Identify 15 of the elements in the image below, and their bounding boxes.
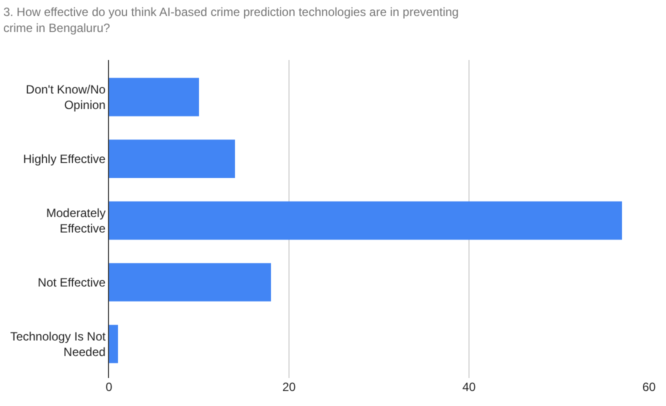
x-tick-label: 60: [642, 380, 656, 394]
y-tick-label: Moderately Effective: [46, 206, 106, 236]
bar: [109, 140, 235, 178]
bar: [109, 324, 118, 364]
y-tick-label: Not Effective: [38, 275, 106, 290]
x-tick-label: 40: [462, 380, 476, 394]
x-tick-label: 20: [282, 380, 296, 394]
y-tick-label: Technology Is Not Needed: [10, 329, 106, 360]
bar: [109, 201, 622, 240]
y-tick-label: Highly Effective: [23, 152, 106, 166]
bar: [109, 78, 199, 116]
bar: [109, 263, 271, 302]
x-tick-label: 0: [106, 380, 113, 394]
y-tick-label: Don't Know/No Opinion: [26, 82, 106, 112]
chart-title: 3. How effective do you think AI-based crime prediction technologies are in preventing crime in Bengaluru?: [3, 5, 459, 35]
